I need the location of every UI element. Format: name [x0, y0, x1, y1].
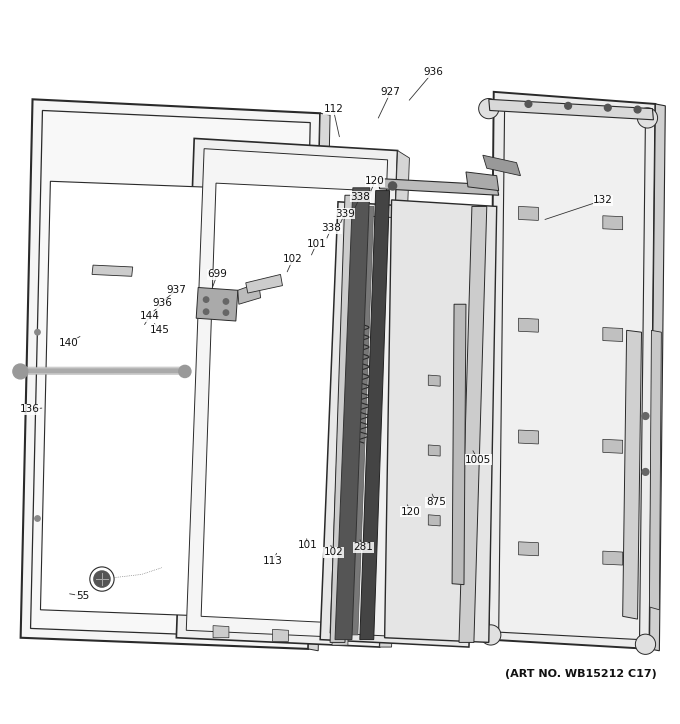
Polygon shape: [360, 190, 390, 639]
Polygon shape: [344, 371, 356, 382]
Polygon shape: [330, 215, 475, 639]
Text: 281: 281: [354, 542, 373, 552]
Text: 936: 936: [423, 67, 443, 77]
Circle shape: [223, 299, 228, 304]
Text: 338: 338: [350, 192, 370, 202]
Polygon shape: [428, 515, 440, 526]
Polygon shape: [452, 304, 466, 585]
Polygon shape: [466, 172, 498, 190]
Polygon shape: [20, 99, 320, 649]
Circle shape: [35, 329, 40, 335]
Polygon shape: [308, 113, 330, 651]
Polygon shape: [459, 206, 487, 642]
Circle shape: [94, 571, 110, 587]
Polygon shape: [320, 202, 487, 647]
Polygon shape: [213, 626, 229, 638]
Polygon shape: [603, 216, 623, 230]
Text: 875: 875: [426, 497, 445, 508]
Text: 113: 113: [262, 556, 282, 566]
Circle shape: [635, 634, 656, 654]
Polygon shape: [92, 265, 133, 277]
Circle shape: [13, 364, 28, 379]
Polygon shape: [332, 633, 348, 645]
Circle shape: [642, 468, 649, 475]
Polygon shape: [519, 319, 539, 332]
Polygon shape: [623, 330, 641, 619]
Circle shape: [637, 108, 658, 128]
Circle shape: [283, 497, 288, 502]
Polygon shape: [428, 375, 440, 386]
Circle shape: [565, 103, 571, 109]
Circle shape: [283, 353, 288, 358]
Text: 55: 55: [75, 591, 89, 601]
Text: 132: 132: [593, 195, 613, 205]
Polygon shape: [428, 445, 440, 456]
Text: 699: 699: [207, 269, 227, 279]
Polygon shape: [603, 327, 623, 342]
Polygon shape: [197, 287, 238, 321]
Text: 101: 101: [307, 239, 326, 249]
Polygon shape: [519, 542, 539, 556]
Polygon shape: [186, 148, 388, 639]
Text: 338: 338: [321, 224, 341, 233]
Text: 144: 144: [140, 311, 160, 321]
Circle shape: [223, 310, 228, 316]
Text: 936: 936: [153, 298, 173, 308]
Circle shape: [35, 515, 40, 521]
Text: 102: 102: [283, 254, 303, 264]
Text: 140: 140: [59, 338, 79, 348]
Text: 136: 136: [20, 404, 39, 414]
Polygon shape: [41, 181, 299, 619]
Circle shape: [642, 413, 649, 419]
Polygon shape: [238, 283, 260, 304]
Text: 145: 145: [150, 324, 170, 334]
Polygon shape: [344, 440, 356, 452]
Text: 927: 927: [381, 87, 401, 97]
Polygon shape: [519, 430, 539, 444]
Polygon shape: [201, 183, 370, 624]
Text: (ART NO. WB15212 C17): (ART NO. WB15212 C17): [505, 669, 657, 679]
Circle shape: [203, 297, 209, 303]
Polygon shape: [649, 330, 662, 610]
Polygon shape: [377, 179, 498, 195]
Polygon shape: [335, 188, 370, 639]
Circle shape: [179, 366, 191, 377]
Text: 112: 112: [323, 104, 343, 114]
Polygon shape: [603, 551, 623, 565]
Polygon shape: [603, 439, 623, 453]
Polygon shape: [350, 206, 374, 635]
Polygon shape: [379, 151, 409, 647]
Circle shape: [479, 98, 499, 119]
Polygon shape: [498, 104, 645, 639]
Circle shape: [90, 567, 114, 592]
Text: 937: 937: [167, 285, 187, 295]
Circle shape: [634, 106, 641, 113]
Circle shape: [388, 182, 396, 190]
Polygon shape: [273, 629, 288, 641]
Text: 120: 120: [401, 507, 421, 517]
Polygon shape: [489, 92, 656, 649]
Polygon shape: [649, 104, 665, 651]
Polygon shape: [245, 274, 282, 293]
Text: 339: 339: [335, 209, 355, 219]
Text: 120: 120: [365, 176, 385, 186]
Text: 102: 102: [324, 547, 343, 557]
Polygon shape: [385, 200, 496, 642]
Polygon shape: [330, 195, 360, 642]
Circle shape: [203, 309, 209, 314]
Polygon shape: [519, 206, 539, 220]
Polygon shape: [483, 155, 520, 176]
Polygon shape: [489, 99, 653, 119]
Polygon shape: [31, 111, 310, 639]
Polygon shape: [344, 510, 356, 521]
Circle shape: [525, 101, 532, 107]
Text: 1005: 1005: [465, 455, 492, 465]
Circle shape: [481, 625, 501, 645]
Text: 101: 101: [298, 540, 318, 550]
Circle shape: [605, 104, 611, 111]
Polygon shape: [176, 138, 398, 647]
